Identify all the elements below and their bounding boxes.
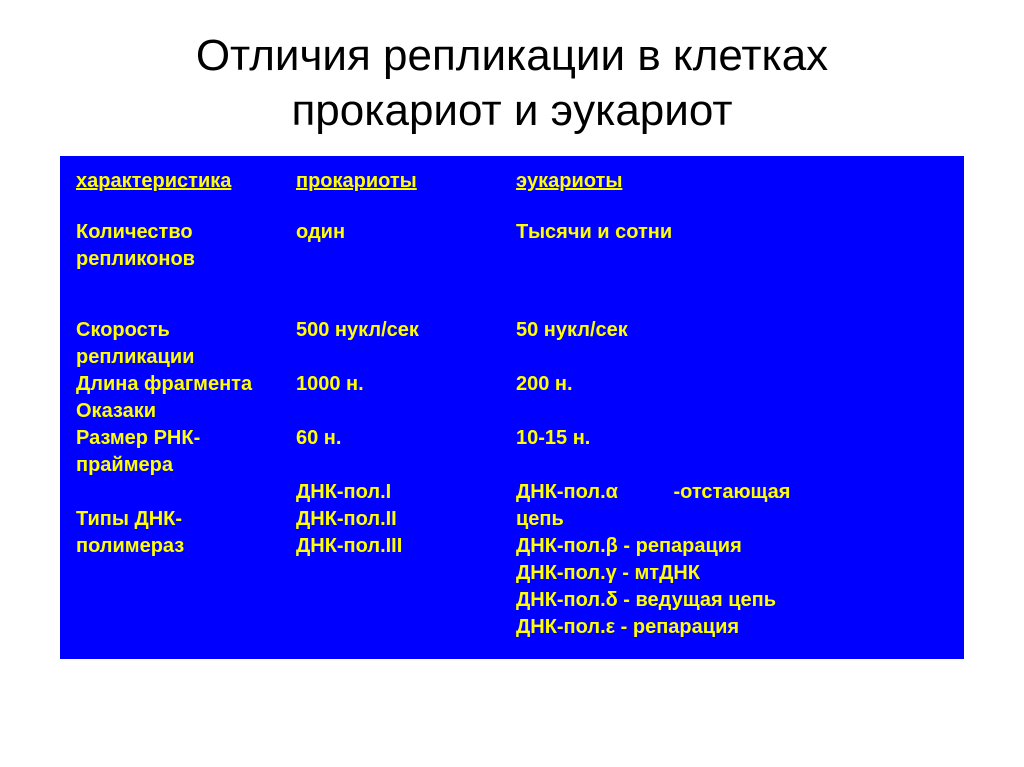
row-replication-speed: Скорость репликации 500 нукл/сек 50 нукл… <box>76 317 948 371</box>
label-line: репликации <box>76 344 296 371</box>
label-line: Скорость <box>76 317 296 344</box>
header-eukaryotes: эукариоты <box>516 168 948 195</box>
label-line: Размер РНК- <box>76 425 296 452</box>
poly-segment: -отстающая <box>674 481 791 503</box>
poly-line: ДНК-пол.γ - мтДНК <box>516 560 948 587</box>
poly-line: ДНК-пол.III <box>296 533 516 560</box>
comparison-table: характеристика прокариоты эукариоты Коли… <box>60 156 964 659</box>
label-line: репликонов <box>76 246 296 273</box>
cell-prokaryote: 500 нукл/сек <box>296 317 516 344</box>
title-line-1: Отличия репликации в клетках <box>196 31 828 80</box>
row-primer-size: Размер РНК- праймера 60 н. 10-15 н. <box>76 425 948 479</box>
row-replicon-count: Количество репликонов один Тысячи и сотн… <box>76 219 948 273</box>
poly-line: ДНК-пол.α -отстающая <box>516 479 948 506</box>
slide: Отличия репликации в клетках прокариот и… <box>0 0 1024 767</box>
cell-eukaryote: 200 н. <box>516 371 948 398</box>
cell-eukaryote: 10-15 н. <box>516 425 948 452</box>
cell-prokaryote: 60 н. <box>296 425 516 452</box>
cell-prokaryote: 1000 н. <box>296 371 516 398</box>
cell-eukaryote: Тысячи и сотни <box>516 219 948 246</box>
table-header-row: характеристика прокариоты эукариоты <box>76 168 948 195</box>
poly-line: ДНК-пол.ε - репарация <box>516 614 948 641</box>
poly-line: цепь <box>516 506 948 533</box>
header-prokaryotes: прокариоты <box>296 168 516 195</box>
label-line: Типы ДНК- <box>76 506 296 533</box>
poly-line: ДНК-пол.β - репарация <box>516 533 948 560</box>
poly-line: ДНК-пол.I <box>296 479 516 506</box>
label-line: полимераз <box>76 533 296 560</box>
poly-line: ДНК-пол.δ - ведущая цепь <box>516 587 948 614</box>
poly-line: ДНК-пол.II <box>296 506 516 533</box>
header-characteristic: характеристика <box>76 168 296 195</box>
label-line: Длина фрагмента <box>76 371 296 398</box>
title-line-2: прокариот и эукариот <box>291 86 732 135</box>
poly-segment: ДНК-пол.α <box>516 481 618 503</box>
label-line <box>76 479 296 506</box>
label-line: Количество <box>76 219 296 246</box>
slide-title: Отличия репликации в клетках прокариот и… <box>60 28 964 138</box>
cell-prokaryote: один <box>296 219 516 246</box>
label-line: Оказаки <box>76 398 296 425</box>
cell-eukaryote: 50 нукл/сек <box>516 317 948 344</box>
row-polymerase-types: Типы ДНК- полимераз ДНК-пол.I ДНК-пол.II… <box>76 479 948 641</box>
cell-prokaryote: ДНК-пол.I ДНК-пол.II ДНК-пол.III <box>296 479 516 560</box>
label-line: праймера <box>76 452 296 479</box>
cell-eukaryote: ДНК-пол.α -отстающая цепь ДНК-пол.β - ре… <box>516 479 948 641</box>
row-okazaki-length: Длина фрагмента Оказаки 1000 н. 200 н. <box>76 371 948 425</box>
